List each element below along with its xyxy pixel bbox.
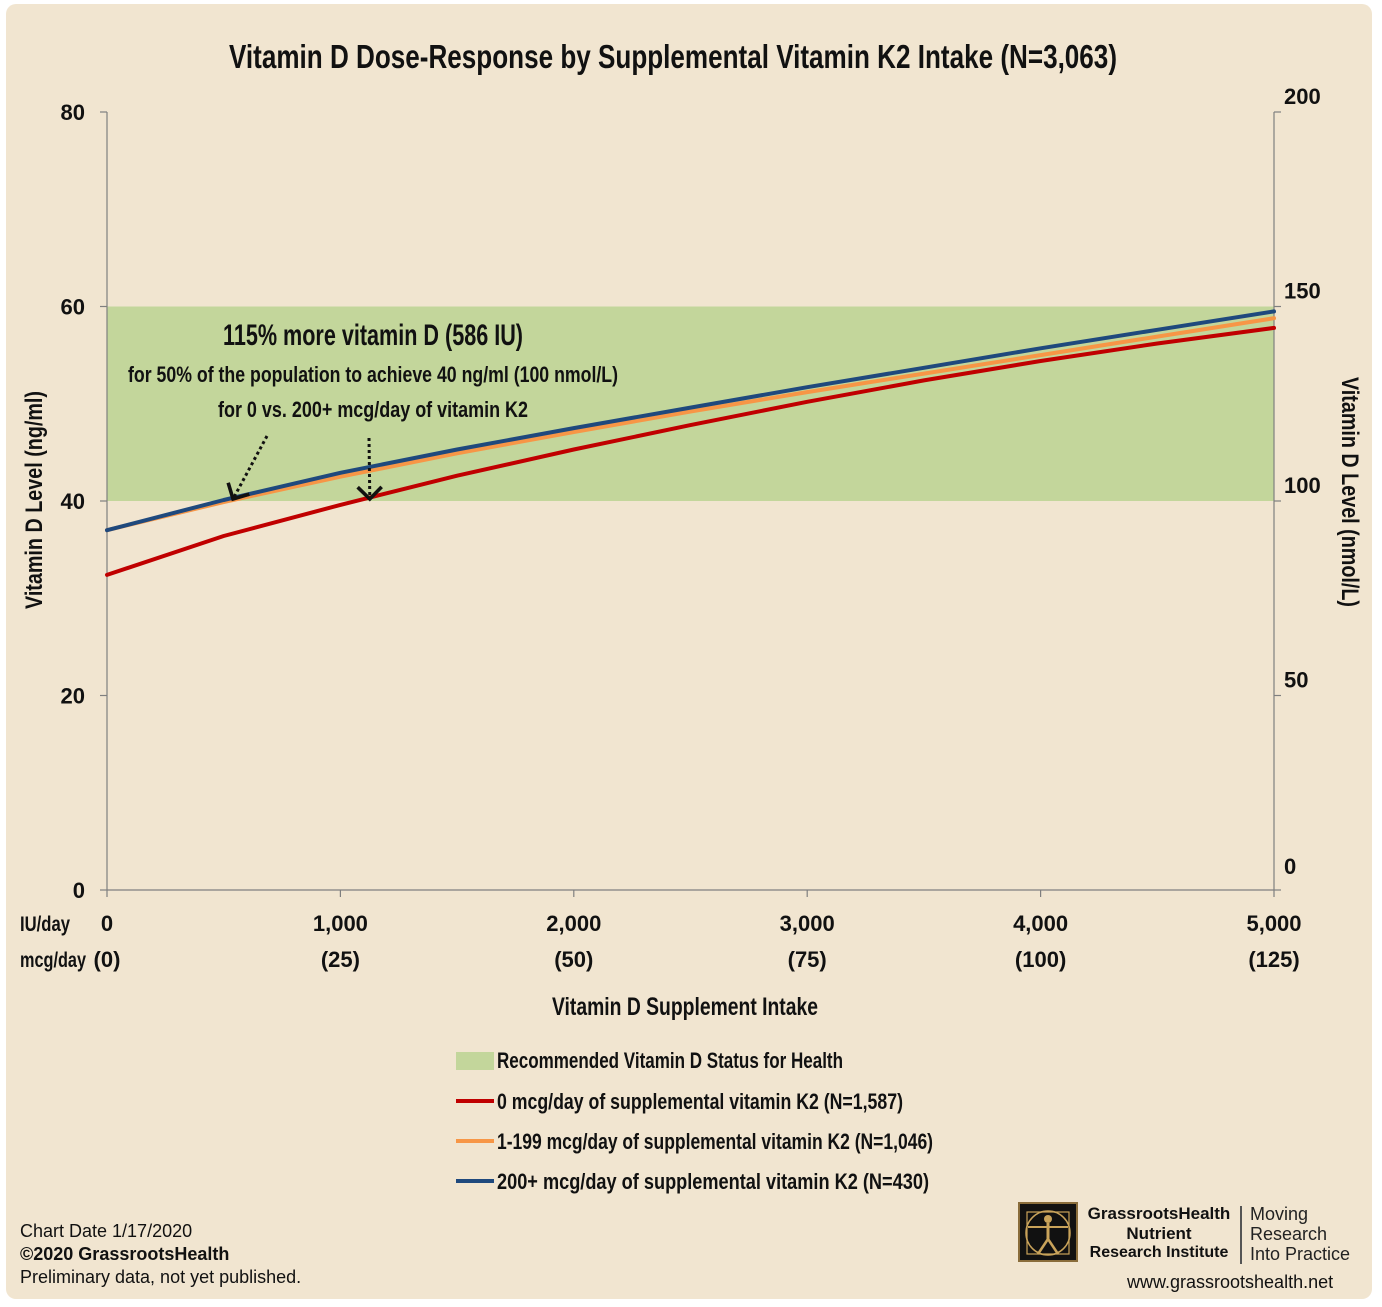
annotation-headline: 115% more vitamin D (586 IU)	[223, 319, 523, 352]
x-tick-label-iu: 2,000	[546, 911, 601, 936]
annotation: 115% more vitamin D (586 IU) for 50% of …	[128, 319, 618, 502]
x-tick-label-mcg: (125)	[1248, 947, 1299, 972]
x-tick-label-mcg: (75)	[788, 947, 827, 972]
x-tick-label-iu: 0	[101, 911, 113, 936]
legend-label-1: 1-199 mcg/day of supplemental vitamin K2…	[497, 1129, 933, 1154]
y-tick-label-right: 200	[1284, 84, 1321, 109]
y-axis-label-left: Vitamin D Level (ng/ml)	[21, 391, 48, 609]
y-tick-label-right: 100	[1284, 473, 1321, 498]
x-tick-label-mcg: (25)	[321, 947, 360, 972]
recommended-band	[107, 306, 1274, 501]
logo-name-line1: GrassrootsHealth	[1087, 1204, 1231, 1223]
logo-tagline-3: Into Practice	[1250, 1244, 1351, 1264]
series-line-0	[105, 325, 1276, 577]
chart-frame	[6, 4, 1372, 1299]
logo-tagline-2: Research	[1250, 1224, 1328, 1244]
preliminary-note: Preliminary data, not yet published.	[20, 1267, 302, 1287]
y-tick-label-left: 40	[61, 489, 85, 514]
x-row-label-mcg: mcg/day	[20, 949, 86, 972]
x-tick-label-iu: 4,000	[1013, 911, 1068, 936]
chart-title: Vitamin D Dose-Response by Supplemental …	[229, 38, 1117, 75]
x-tick-label-iu: 3,000	[780, 911, 835, 936]
y-axis-label-right: Vitamin D Level (nmol/L)	[1336, 377, 1363, 607]
series-line-1	[105, 316, 1276, 533]
x-tick-label-mcg: (100)	[1015, 947, 1066, 972]
logo-name-line2: Nutrient	[1126, 1224, 1192, 1243]
x-axis-label: Vitamin D Supplement Intake	[552, 993, 818, 1021]
legend: Recommended Vitamin D Status for Health …	[456, 1048, 933, 1194]
chart-date: Chart Date 1/17/2020	[20, 1221, 193, 1241]
logo: GrassrootsHealth Nutrient Research Insti…	[1018, 1202, 1358, 1268]
copyright: ©2020 GrassrootsHealth	[20, 1244, 230, 1264]
x-tick-label-mcg: (50)	[554, 947, 593, 972]
y-tick-label-left: 80	[61, 100, 85, 125]
legend-swatch-band	[456, 1052, 494, 1070]
annotation-line2: for 50% of the population to achieve 40 …	[128, 362, 618, 387]
y-tick-label-left: 0	[73, 878, 85, 903]
legend-label-0: 0 mcg/day of supplemental vitamin K2 (N=…	[497, 1089, 903, 1114]
y-tick-label-right: 150	[1284, 279, 1321, 304]
legend-label-2: 200+ mcg/day of supplemental vitamin K2 …	[497, 1169, 929, 1194]
legend-label-band: Recommended Vitamin D Status for Health	[497, 1048, 843, 1073]
y-tick-label-right: 0	[1284, 854, 1296, 879]
website-link[interactable]: www.grassrootshealth.net	[1127, 1272, 1334, 1292]
y-tick-label-left: 60	[61, 295, 85, 320]
annotation-arrow-1	[356, 437, 383, 502]
vitruvian-man-icon	[1018, 1202, 1078, 1262]
annotation-line3: for 0 vs. 200+ mcg/day of vitamin K2	[218, 397, 528, 422]
x-tick-label-iu: 1,000	[313, 911, 368, 936]
logo-name-line3: Research Institute	[1089, 1244, 1229, 1261]
series-line-2	[105, 309, 1276, 533]
x-row-label-iu: IU/day	[20, 913, 70, 936]
logo-divider	[1240, 1206, 1242, 1264]
y-tick-label-left: 20	[61, 684, 85, 709]
logo-tagline-1: Moving	[1250, 1204, 1309, 1224]
x-tick-label-mcg: (0)	[94, 947, 121, 972]
x-tick-label-iu: 5,000	[1246, 911, 1301, 936]
y-tick-label-right: 50	[1284, 668, 1308, 693]
